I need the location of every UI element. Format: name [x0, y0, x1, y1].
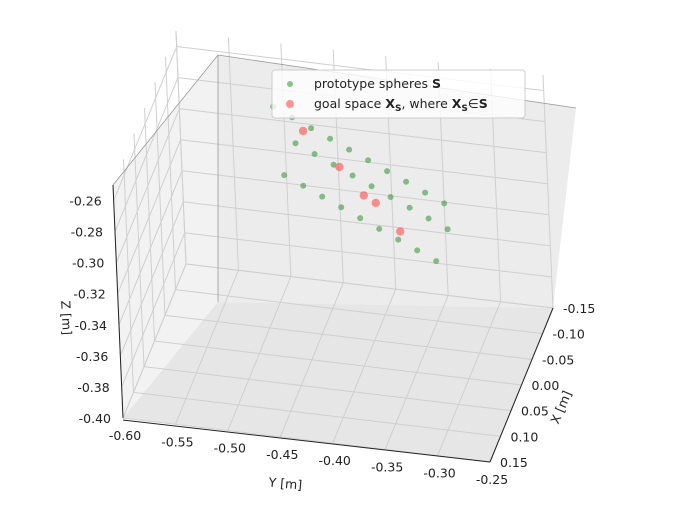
prototype-sphere-point: [414, 247, 421, 254]
y-tick-label: -0.45: [266, 447, 298, 462]
y-axis-line: [122, 419, 491, 463]
grid-line: [165, 56, 176, 290]
x-tick-label: -0.10: [553, 327, 585, 342]
y-axis-label: Y [m]: [267, 474, 303, 492]
grid-line: [143, 366, 512, 412]
grid-line: [122, 263, 187, 419]
prototype-sphere-point: [281, 172, 288, 179]
grid-line: [154, 340, 522, 386]
prototype-sphere-point: [327, 135, 334, 142]
grid-line: [133, 133, 145, 367]
prototype-sphere-point: [387, 194, 394, 200]
z-tick-label: -0.38: [77, 380, 109, 395]
legend-label-prototype: prototype spheres S: [314, 76, 441, 91]
z-axis-line: [112, 184, 124, 419]
grid-line: [154, 82, 166, 316]
z-axis-label: Z [m]: [58, 300, 75, 335]
prototype-sphere-point: [384, 168, 391, 175]
z-tick-label: -0.28: [71, 225, 103, 240]
legend-label-goal: goal space XS, where XS∈S: [314, 96, 488, 114]
grid-line: [179, 108, 547, 154]
grid-line: [119, 201, 184, 357]
axis-ticks: -0.60 -0.55 -0.50 -0.45 -0.40 -0.35 -0.30 -0.25…: [69, 194, 595, 487]
y-tick-label: -0.30: [423, 466, 455, 481]
z-tick-label: -0.30: [72, 256, 104, 271]
z-tick-label: -0.40: [79, 411, 111, 426]
goal-space-point: [371, 198, 380, 208]
prototype-sphere-point: [368, 183, 375, 190]
data-points: [270, 103, 451, 265]
grid-line: [115, 108, 180, 263]
prototype-sphere-point: [444, 226, 451, 233]
prototype-sphere-point: [403, 178, 410, 185]
prototype-sphere-point: [319, 193, 326, 200]
legend-marker-prototype: [287, 81, 293, 87]
floor-pane: [123, 302, 553, 462]
prototype-sphere-point: [365, 157, 372, 164]
left-back-pane: [113, 55, 218, 418]
legend-box: [271, 69, 526, 119]
legend-marker-goal: [286, 100, 294, 108]
grid-line: [133, 391, 501, 437]
grid-line: [121, 232, 186, 388]
goal-space-point: [298, 126, 308, 136]
prototype-sphere-point: [338, 204, 345, 211]
grid-line: [180, 139, 548, 185]
grid-line: [123, 159, 134, 393]
prototype-sphere-point: [406, 204, 413, 211]
grid-line: [185, 263, 554, 309]
y-tick-label: -0.35: [371, 459, 403, 474]
prototype-sphere-point: [433, 258, 440, 265]
prototype-sphere-point: [300, 182, 307, 189]
goal-space-point: [359, 191, 368, 200]
x-tick-label: 0.15: [500, 455, 528, 470]
prototype-sphere-point: [425, 215, 432, 222]
y-tick-label: -0.50: [214, 441, 246, 456]
grid-line: [184, 232, 552, 278]
prototype-sphere-point: [308, 125, 315, 132]
x-tick-label: 0.05: [521, 404, 549, 419]
prototype-sphere-point: [441, 200, 448, 207]
x-tick-label: 0.10: [511, 429, 539, 444]
grid-line: [183, 201, 551, 247]
x-tick-label: 0.00: [532, 378, 560, 393]
grid-line: [542, 74, 554, 309]
grid-line: [118, 170, 183, 325]
grid-line: [227, 37, 239, 271]
legend: prototype spheres S goal space XS, where…: [271, 69, 526, 119]
z-tick-label: -0.34: [75, 318, 107, 333]
grid-line: [113, 46, 178, 201]
y-tick-label: -0.25: [476, 472, 508, 487]
grid-line: [117, 139, 182, 294]
prototype-sphere-point: [311, 151, 318, 157]
z-tick-label: -0.32: [73, 287, 105, 302]
z-tick-label: -0.26: [69, 194, 101, 209]
y-tick-label: -0.55: [161, 434, 193, 449]
grid-line: [175, 289, 543, 335]
goal-space-point: [396, 227, 405, 236]
prototype-sphere-point: [292, 140, 299, 147]
goal-space-point: [335, 162, 344, 172]
prototype-sphere-point: [357, 215, 364, 222]
prototype-sphere-point: [349, 172, 356, 179]
x-tick-label: -0.15: [563, 301, 595, 316]
prototype-sphere-point: [330, 161, 337, 168]
grid-line: [175, 30, 187, 265]
x-axis-label: X [m]: [547, 388, 574, 426]
grid-line: [114, 77, 179, 232]
x-axis-line: [489, 307, 554, 463]
prototype-sphere-point: [376, 225, 383, 232]
y-tick-label: -0.40: [319, 453, 351, 468]
grid-line: [144, 107, 155, 342]
prototype-sphere-point: [395, 236, 402, 243]
y-tick-label: -0.60: [109, 428, 141, 443]
prototype-sphere-point: [346, 146, 353, 153]
prototype-sphere-point: [422, 189, 429, 196]
grid-line: [164, 314, 533, 360]
z-tick-label: -0.36: [76, 349, 108, 364]
x-tick-label: -0.05: [542, 352, 574, 367]
